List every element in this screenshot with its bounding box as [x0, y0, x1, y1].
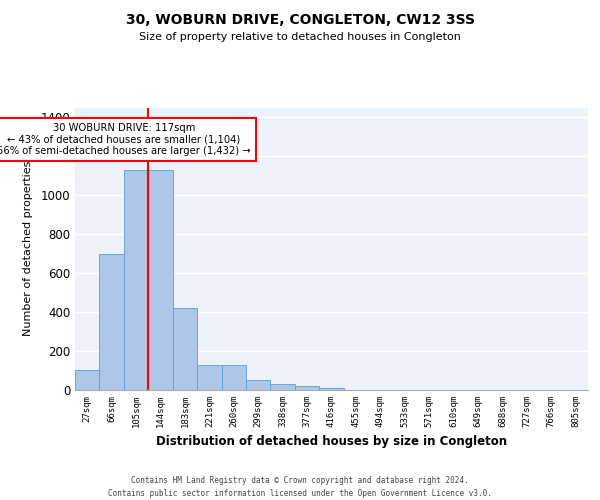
Text: 30, WOBURN DRIVE, CONGLETON, CW12 3SS: 30, WOBURN DRIVE, CONGLETON, CW12 3SS [125, 12, 475, 26]
Bar [173, 308, 197, 390]
Bar [75, 370, 100, 390]
X-axis label: Distribution of detached houses by size in Congleton: Distribution of detached houses by size … [156, 436, 507, 448]
Bar [124, 170, 148, 390]
Bar [148, 170, 173, 390]
Text: 30 WOBURN DRIVE: 117sqm
← 43% of detached houses are smaller (1,104)
56% of semi: 30 WOBURN DRIVE: 117sqm ← 43% of detache… [0, 123, 251, 156]
Bar [319, 388, 344, 390]
Text: Contains HM Land Registry data © Crown copyright and database right 2024.
Contai: Contains HM Land Registry data © Crown c… [108, 476, 492, 498]
Bar [221, 364, 246, 390]
Bar [197, 364, 221, 390]
Bar [295, 386, 319, 390]
Bar [246, 380, 271, 390]
Bar [271, 384, 295, 390]
Text: Size of property relative to detached houses in Congleton: Size of property relative to detached ho… [139, 32, 461, 42]
Y-axis label: Number of detached properties: Number of detached properties [23, 161, 34, 336]
Bar [100, 254, 124, 390]
